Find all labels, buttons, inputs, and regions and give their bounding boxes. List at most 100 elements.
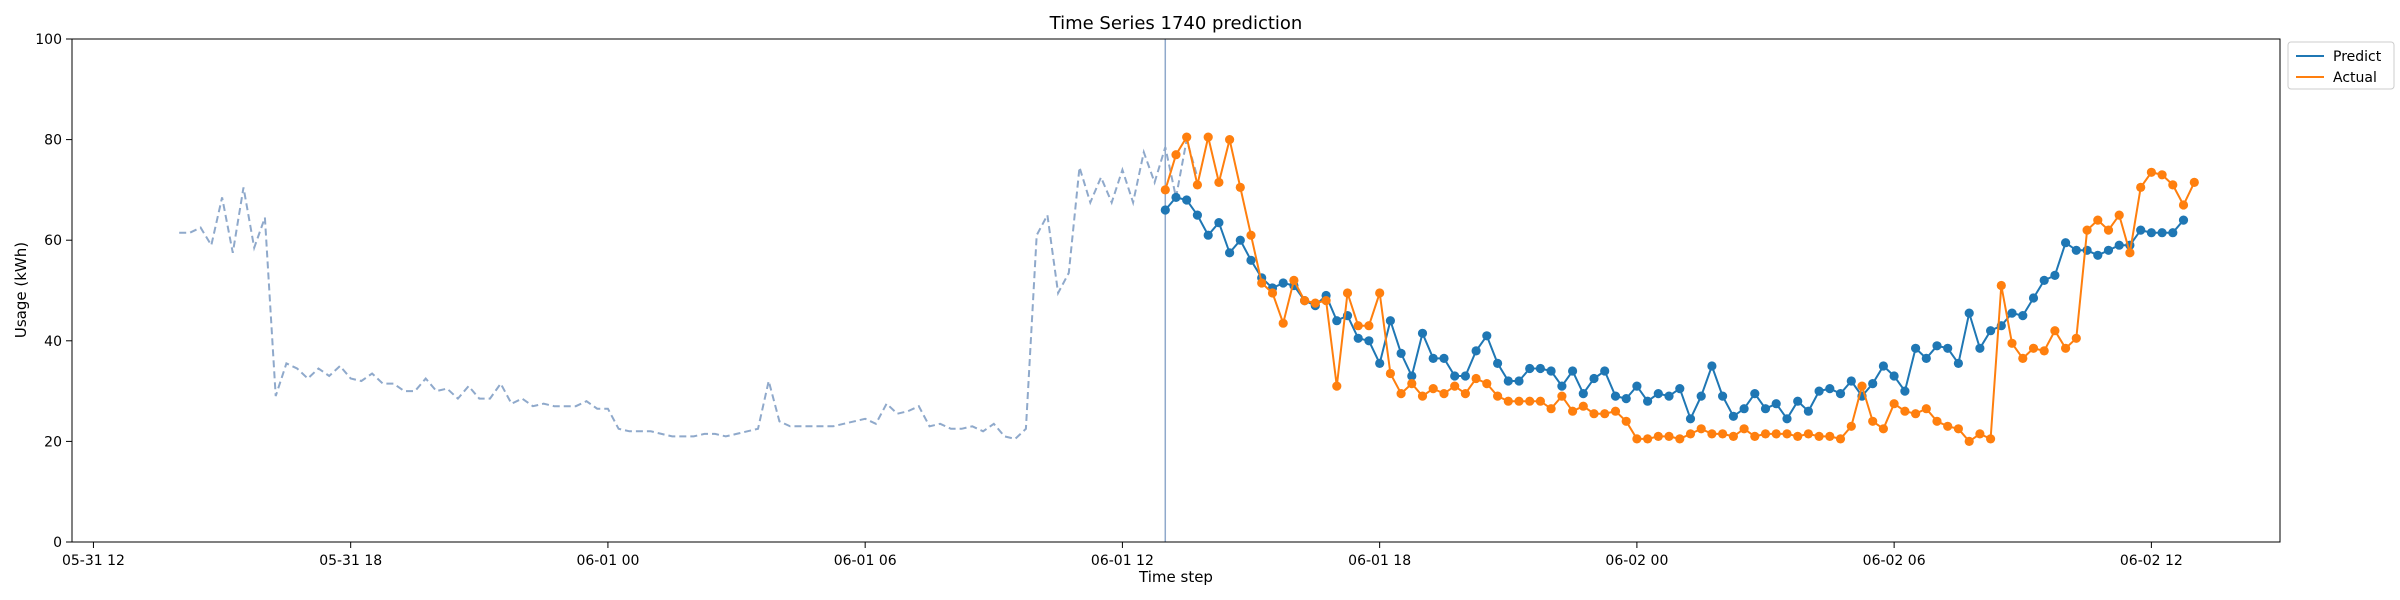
- data-point-actual: [1321, 296, 1331, 306]
- data-point-actual: [2157, 170, 2167, 180]
- data-point-predict: [1364, 336, 1374, 346]
- data-point-actual: [1578, 401, 1588, 411]
- x-tick-label: 06-02 12: [2120, 553, 2183, 569]
- data-point-actual: [2082, 225, 2092, 235]
- data-point-actual: [1675, 434, 1685, 444]
- data-point-actual: [1600, 409, 1610, 419]
- x-axis-title: Time step: [1138, 568, 1213, 586]
- data-point-predict: [1782, 414, 1792, 424]
- data-point-predict: [1192, 210, 1202, 220]
- data-point-actual: [1342, 288, 1353, 298]
- data-point-predict: [1932, 341, 1942, 351]
- data-point-actual: [1428, 384, 1438, 394]
- data-point-actual: [1825, 431, 1835, 441]
- data-point-predict: [2178, 215, 2189, 225]
- data-point-actual: [1653, 431, 1663, 441]
- data-point-predict: [1685, 414, 1696, 424]
- data-point-actual: [2018, 353, 2028, 363]
- y-tick-label: 20: [44, 434, 62, 450]
- data-point-actual: [1300, 296, 1310, 306]
- data-point-predict: [1568, 366, 1578, 376]
- series-group: [1160, 132, 2199, 446]
- data-point-predict: [1610, 391, 1621, 401]
- y-tick-label: 40: [44, 334, 62, 350]
- data-point-predict: [1835, 389, 1846, 399]
- data-point-actual: [1375, 288, 1385, 298]
- x-tick-label: 05-31 18: [319, 553, 382, 569]
- data-point-predict: [2146, 228, 2156, 238]
- data-point-actual: [1739, 424, 1749, 434]
- data-point-actual: [1353, 321, 1363, 331]
- data-point-actual: [1685, 429, 1696, 439]
- legend: Predict Actual: [2287, 41, 2395, 90]
- data-point-actual: [1267, 288, 1278, 298]
- data-point-predict: [2061, 238, 2071, 248]
- data-point-predict: [1385, 316, 1395, 326]
- data-point-predict: [1986, 326, 1996, 336]
- data-point-actual: [1278, 318, 1288, 328]
- data-point-actual: [2039, 346, 2049, 356]
- y-axis-title: Usage (kWh): [12, 242, 30, 338]
- data-point-actual: [1568, 406, 1578, 416]
- data-point-predict: [1793, 396, 1803, 406]
- y-tick-label: 80: [44, 133, 62, 149]
- data-point-predict: [1525, 363, 1535, 374]
- data-point-actual: [2114, 210, 2124, 220]
- data-point-actual: [1289, 275, 1299, 285]
- data-point-predict: [2028, 293, 2039, 303]
- y-tick-label: 0: [53, 535, 62, 551]
- data-point-actual: [1557, 391, 1567, 401]
- data-point-actual: [1782, 429, 1792, 439]
- data-point-actual: [1835, 434, 1846, 444]
- data-point-actual: [2125, 248, 2135, 258]
- data-point-predict: [1771, 399, 1781, 409]
- data-point-actual: [1182, 132, 1192, 142]
- data-point-predict: [2093, 250, 2103, 260]
- data-point-actual: [2028, 343, 2039, 353]
- x-tick-label: 06-01 12: [1091, 553, 1154, 569]
- data-point-predict: [1235, 235, 1245, 245]
- data-point-predict: [1493, 358, 1503, 368]
- data-point-actual: [2103, 225, 2114, 235]
- data-point-predict: [1182, 195, 1192, 205]
- data-point-actual: [2136, 182, 2146, 192]
- plot-frame: [71, 38, 2281, 543]
- data-point-actual: [1760, 429, 1771, 439]
- data-point-predict: [1964, 308, 1974, 318]
- data-point-predict: [1439, 353, 1449, 363]
- y-axis: 0 20 40 60 80 100: [35, 32, 72, 551]
- data-point-predict: [1353, 333, 1363, 343]
- data-point-actual: [1921, 404, 1931, 414]
- data-point-predict: [1546, 366, 1556, 376]
- plot-content: [179, 39, 2199, 542]
- data-point-predict: [1460, 371, 1470, 381]
- data-point-predict: [1621, 394, 1631, 404]
- data-point-predict: [1557, 381, 1567, 391]
- data-point-predict: [1482, 331, 1492, 341]
- data-point-actual: [1793, 431, 1803, 441]
- data-point-actual: [1814, 431, 1824, 441]
- data-point-predict: [1975, 343, 1985, 353]
- y-tick-label: 100: [35, 32, 62, 48]
- data-point-actual: [1771, 429, 1781, 439]
- legend-label-actual: Actual: [2333, 70, 2377, 86]
- data-point-predict: [1600, 366, 1610, 376]
- data-point-actual: [1707, 429, 1717, 439]
- data-point-actual: [1664, 431, 1674, 441]
- data-point-actual: [1493, 391, 1503, 401]
- x-tick-label: 06-02 00: [1605, 553, 1668, 569]
- data-point-actual: [1878, 424, 1888, 434]
- legend-label-predict: Predict: [2333, 49, 2382, 65]
- data-point-actual: [2168, 180, 2178, 190]
- data-point-predict: [1728, 411, 1738, 421]
- data-point-predict: [1160, 205, 1170, 215]
- data-point-actual: [2050, 326, 2060, 336]
- data-point-predict: [1943, 343, 1953, 353]
- data-point-predict: [1664, 391, 1674, 401]
- x-tick-label: 05-31 12: [62, 553, 125, 569]
- data-point-actual: [1192, 180, 1202, 190]
- data-point-predict: [1514, 376, 1524, 386]
- data-point-predict: [1396, 348, 1406, 358]
- data-point-predict: [1653, 389, 1663, 399]
- data-point-predict: [1803, 406, 1813, 416]
